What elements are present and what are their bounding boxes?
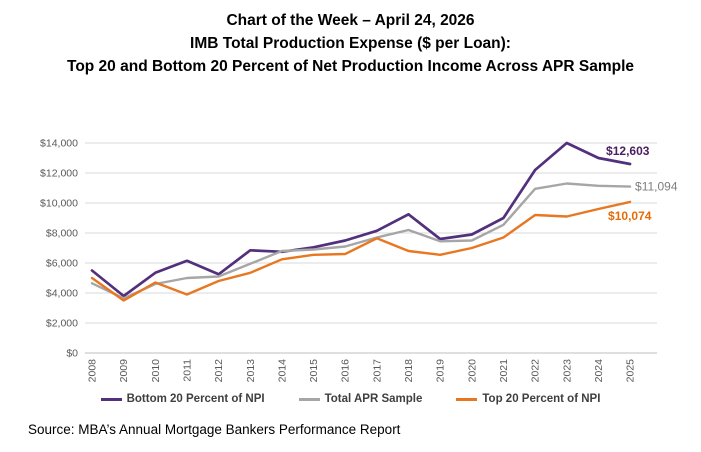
svg-text:2024: 2024 bbox=[593, 359, 605, 383]
title-line-1: Chart of the Week – April 24, 2026 bbox=[226, 12, 475, 29]
legend-item-top-20-percent-of-npi: Top 20 Percent of NPI bbox=[456, 393, 600, 405]
svg-text:2013: 2013 bbox=[245, 359, 257, 383]
svg-text:2010: 2010 bbox=[150, 359, 162, 383]
svg-text:2019: 2019 bbox=[435, 359, 447, 383]
svg-text:2018: 2018 bbox=[403, 359, 415, 383]
series-line-bottom-20-percent-of-npi bbox=[90, 141, 632, 298]
source-note: Source: MBA’s Annual Mortgage Bankers Pe… bbox=[28, 422, 401, 437]
svg-text:$4,000: $4,000 bbox=[46, 288, 78, 300]
x-axis-tick-labels: 2008 2009 2010 2011 2012 2013 2014 2015 2016 2017… bbox=[87, 359, 637, 383]
end-data-label-bottom-20-percent-of-npi: $12,603 bbox=[606, 144, 650, 158]
svg-text:2011: 2011 bbox=[181, 359, 193, 382]
svg-text:2020: 2020 bbox=[466, 359, 478, 383]
legend-line-swatch bbox=[456, 397, 478, 401]
series-line-total-apr-sample bbox=[90, 182, 632, 300]
svg-text:$14,000: $14,000 bbox=[40, 138, 78, 150]
svg-text:2025: 2025 bbox=[625, 359, 637, 383]
end-data-label-total-apr-sample: $11,094 bbox=[635, 180, 678, 194]
svg-text:2012: 2012 bbox=[213, 359, 225, 383]
legend-line-swatch bbox=[100, 397, 122, 401]
svg-text:2022: 2022 bbox=[530, 359, 542, 383]
svg-text:2014: 2014 bbox=[276, 359, 288, 383]
series-line-top-20-percent-of-npi bbox=[90, 200, 632, 302]
line-chart: $0 $2,000 $4,000 $6,000 $8,000 $10,000 $12,000… bbox=[0, 128, 701, 390]
svg-text:2008: 2008 bbox=[87, 359, 99, 383]
svg-text:2023: 2023 bbox=[561, 359, 573, 383]
svg-text:$0: $0 bbox=[66, 348, 78, 360]
title-line-2: IMB Total Production Expense ($ per Loan… bbox=[190, 35, 511, 52]
legend-line-swatch bbox=[298, 397, 320, 401]
legend-item-bottom-20-percent-of-npi: Bottom 20 Percent of NPI bbox=[100, 393, 265, 405]
svg-text:2016: 2016 bbox=[340, 359, 352, 383]
legend-label: Total APR Sample bbox=[324, 393, 423, 405]
title-line-3: Top 20 and Bottom 20 Percent of Net Prod… bbox=[67, 58, 634, 75]
svg-text:2017: 2017 bbox=[371, 359, 383, 383]
svg-text:2015: 2015 bbox=[308, 359, 320, 383]
svg-text:2009: 2009 bbox=[118, 359, 130, 383]
legend-item-total-apr-sample: Total APR Sample bbox=[298, 393, 423, 405]
legend-label: Top 20 Percent of NPI bbox=[482, 393, 601, 405]
svg-text:$6,000: $6,000 bbox=[46, 258, 78, 270]
svg-text:$12,000: $12,000 bbox=[40, 168, 78, 180]
line-chart-canvas: $0 $2,000 $4,000 $6,000 $8,000 $10,000 $12,000… bbox=[40, 138, 678, 383]
end-data-label-top-20-percent-of-npi: $10,074 bbox=[608, 209, 652, 223]
svg-text:$8,000: $8,000 bbox=[46, 228, 78, 240]
legend-label: Bottom 20 Percent of NPI bbox=[126, 393, 265, 405]
svg-text:2021: 2021 bbox=[498, 359, 510, 383]
chart-legend: Bottom 20 Percent of NPI Total APR Sample… bbox=[0, 393, 701, 405]
chart-title-block: Chart of the Week – April 24, 2026 IMB T… bbox=[0, 0, 701, 78]
svg-text:$10,000: $10,000 bbox=[40, 198, 78, 210]
gridlines bbox=[85, 142, 657, 354]
svg-text:$2,000: $2,000 bbox=[46, 318, 78, 330]
y-axis-tick-labels: $0 $2,000 $4,000 $6,000 $8,000 $10,000 $12,000… bbox=[40, 138, 78, 360]
